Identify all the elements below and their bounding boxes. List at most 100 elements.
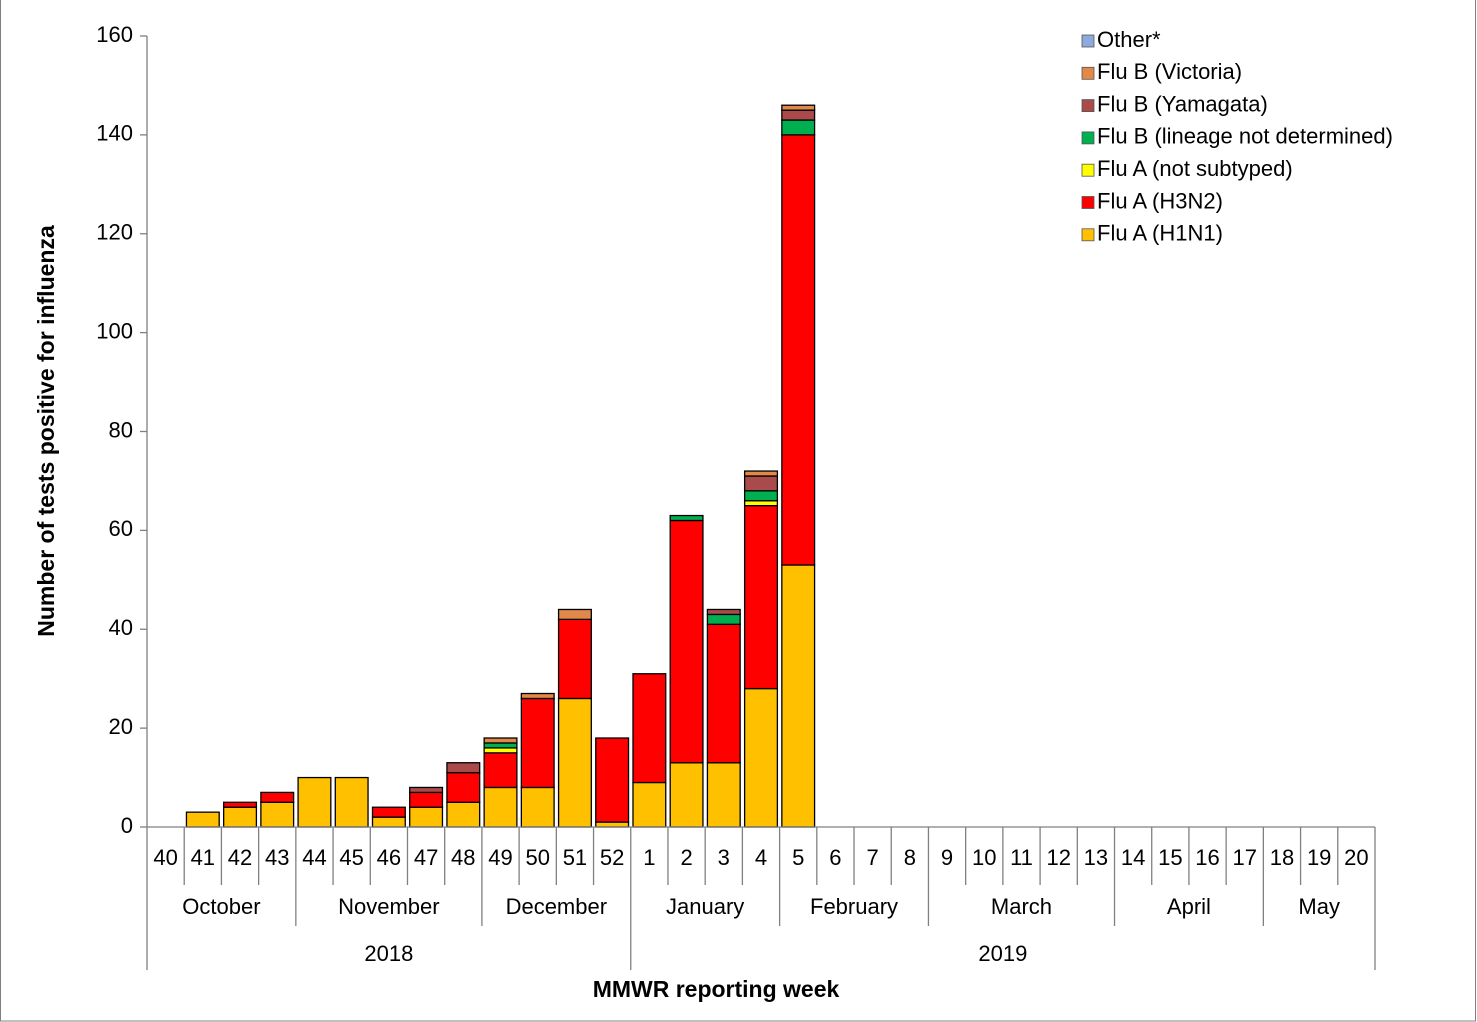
month-label: April: [1167, 894, 1211, 919]
x-tick-label: 16: [1195, 845, 1219, 870]
x-tick-label: 17: [1233, 845, 1257, 870]
bar-segment: [557, 608, 592, 621]
bar-segment: [743, 505, 779, 690]
bar-segment: [409, 791, 444, 808]
x-tick-label: 46: [377, 845, 401, 870]
x-tick-label: 5: [792, 845, 804, 870]
y-tick-label: 120: [96, 220, 133, 245]
bar-segment: [520, 786, 555, 828]
x-tick-label: 11: [1010, 845, 1033, 870]
legend-swatch: [1081, 99, 1095, 112]
bar-segment: [483, 742, 518, 749]
x-tick-label: 40: [153, 845, 177, 870]
bar-segment: [334, 776, 369, 828]
x-tick-label: 45: [339, 845, 363, 870]
legend-swatch: [1081, 163, 1095, 177]
x-tick-label: 44: [302, 845, 326, 870]
bar-segment: [185, 811, 220, 828]
y-tick-label: 20: [109, 714, 133, 739]
bar-segment: [260, 791, 295, 803]
bar-segment: [223, 801, 258, 808]
bar-segment: [669, 519, 704, 764]
y-axis-title: Number of tests positive for influenza: [33, 225, 59, 637]
x-tick-label: 19: [1307, 845, 1331, 870]
bar-segment: [371, 806, 406, 818]
legend-swatch: [1081, 66, 1095, 80]
y-tick-label: 80: [109, 417, 133, 442]
month-label: May: [1298, 894, 1340, 919]
x-tick-label: 20: [1344, 845, 1368, 870]
x-tick-label: 9: [941, 845, 953, 870]
bar-segment: [297, 776, 332, 828]
month-label: November: [338, 894, 439, 919]
bar-segment: [223, 806, 258, 828]
bar-segment: [743, 470, 779, 477]
legend-label: Flu A (H1N1): [1097, 221, 1223, 246]
year-label: 2019: [978, 941, 1027, 966]
bar-segment: [446, 771, 481, 803]
x-tick-label: 2: [680, 845, 692, 870]
x-tick-label: 10: [972, 845, 996, 870]
bar-segment: [743, 500, 779, 507]
bar-segment: [781, 109, 816, 121]
x-tick-label: 6: [829, 845, 841, 870]
bar-segment: [483, 752, 518, 789]
bar-segment: [595, 737, 630, 823]
x-tick-label: 12: [1046, 845, 1070, 870]
bar-segment: [595, 821, 630, 828]
x-tick-label: 52: [600, 845, 624, 870]
bar-segment: [743, 490, 779, 502]
x-tick-label: 49: [488, 845, 512, 870]
bar-segment: [706, 613, 741, 625]
bar-segment: [483, 747, 518, 754]
bar-segment: [632, 781, 667, 828]
legend-label: Other*: [1097, 27, 1161, 52]
bar-segment: [446, 762, 481, 774]
x-axis-title: MMWR reporting week: [593, 976, 840, 1002]
legend-label: Flu B (lineage not determined): [1097, 124, 1393, 149]
x-tick-label: 4: [755, 845, 767, 870]
bar-segment: [669, 762, 704, 828]
legend-label: Flu B (Yamagata): [1097, 91, 1268, 116]
bar-segment: [706, 762, 741, 828]
year-label: 2018: [364, 941, 413, 966]
bar-segment: [781, 119, 816, 136]
legend-label: Flu A (not subtyped): [1097, 156, 1293, 181]
bar-segment: [409, 786, 444, 794]
bar-segment: [743, 475, 779, 492]
x-tick-label: 8: [904, 845, 916, 870]
bar-segment: [781, 564, 816, 828]
bar-segment: [483, 786, 518, 828]
bar-segment: [781, 134, 816, 566]
x-tick-label: 15: [1158, 845, 1182, 870]
month-label: March: [991, 894, 1052, 919]
bar-segment: [632, 673, 667, 784]
bar-segment: [669, 514, 704, 522]
x-tick-label: 43: [265, 845, 289, 870]
x-tick-label: 41: [191, 845, 215, 870]
bar-segment: [557, 697, 592, 828]
y-tick-label: 160: [96, 22, 133, 47]
y-tick-label: 0: [121, 813, 133, 838]
y-tick-label: 100: [96, 318, 133, 343]
bar-segment: [743, 687, 779, 828]
bar-segment: [706, 608, 741, 616]
legend-swatch: [1081, 228, 1095, 242]
x-tick-label: 14: [1121, 845, 1145, 870]
month-label: February: [810, 894, 898, 919]
x-tick-label: 51: [563, 845, 587, 870]
x-tick-label: 18: [1270, 845, 1294, 870]
legend-swatch: [1081, 131, 1095, 145]
x-tick-label: 7: [867, 845, 879, 870]
bar-segment: [557, 618, 592, 700]
bar-segment: [409, 806, 444, 828]
x-tick-label: 42: [228, 845, 252, 870]
bar-segment: [520, 692, 555, 700]
legend-swatch: [1081, 196, 1095, 209]
y-tick-label: 40: [109, 615, 133, 640]
x-tick-label: 47: [414, 845, 438, 870]
bar-segment: [483, 737, 518, 744]
month-label: January: [666, 894, 744, 919]
